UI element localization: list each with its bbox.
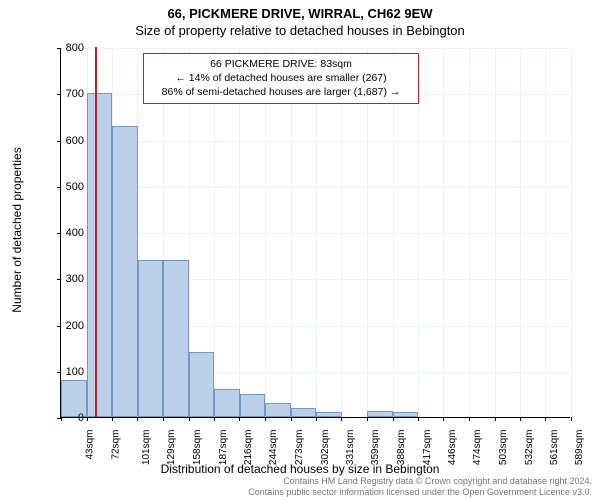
xtick-mark	[265, 417, 266, 421]
xtick-mark	[418, 417, 419, 421]
xtick-mark	[137, 417, 138, 421]
histogram-bar	[214, 389, 240, 417]
xtick-label: 187sqm	[218, 430, 229, 466]
xtick-mark	[239, 417, 240, 421]
xtick-label: 503sqm	[498, 430, 509, 466]
footer-line2: Contains public sector information licen…	[248, 487, 592, 498]
histogram-bar	[291, 408, 317, 417]
gridline-v	[571, 48, 572, 417]
histogram-bar	[138, 260, 164, 417]
ytick-label: 300	[58, 273, 84, 285]
histogram-bar	[240, 394, 266, 417]
xtick-mark	[393, 417, 394, 421]
chart-container: 66, PICKMERE DRIVE, WIRRAL, CH62 9EW Siz…	[0, 0, 600, 500]
xtick-label: 273sqm	[294, 430, 305, 466]
xtick-mark	[87, 417, 88, 421]
xtick-label: 388sqm	[396, 430, 407, 466]
footer-line1: Contains HM Land Registry data © Crown c…	[248, 476, 592, 487]
xtick-mark	[341, 417, 342, 421]
xtick-label: 331sqm	[346, 430, 357, 466]
xtick-mark	[112, 417, 113, 421]
property-marker-line	[95, 47, 97, 417]
xtick-label: 302sqm	[320, 430, 331, 466]
histogram-bar	[112, 126, 138, 417]
xtick-label: 72sqm	[110, 430, 121, 460]
ytick-label: 0	[58, 412, 84, 424]
histogram-bar	[316, 412, 342, 417]
histogram-bar	[189, 352, 215, 417]
gridline-v	[443, 48, 444, 417]
xtick-label: 216sqm	[244, 430, 255, 466]
xtick-mark	[545, 417, 546, 421]
xtick-mark	[214, 417, 215, 421]
gridline-v	[520, 48, 521, 417]
xtick-mark	[163, 417, 164, 421]
xtick-mark	[291, 417, 292, 421]
ytick-label: 700	[58, 88, 84, 100]
xtick-label: 446sqm	[448, 430, 459, 466]
gridline-v	[469, 48, 470, 417]
histogram-bar	[265, 403, 291, 417]
xtick-label: 244sqm	[268, 430, 279, 466]
chart-title-address: 66, PICKMERE DRIVE, WIRRAL, CH62 9EW	[0, 0, 600, 21]
chart-subtitle: Size of property relative to detached ho…	[0, 21, 600, 38]
footer-attribution: Contains HM Land Registry data © Crown c…	[248, 476, 592, 499]
gridline-v	[495, 48, 496, 417]
xtick-mark	[443, 417, 444, 421]
callout-box: 66 PICKMERE DRIVE: 83sqm ← 14% of detach…	[143, 53, 419, 104]
xtick-label: 589sqm	[574, 430, 585, 466]
histogram-bar	[163, 260, 189, 417]
xtick-label: 474sqm	[472, 430, 483, 466]
xtick-mark	[571, 417, 572, 421]
xtick-label: 417sqm	[422, 430, 433, 466]
xtick-mark	[469, 417, 470, 421]
xtick-mark	[367, 417, 368, 421]
xtick-mark	[520, 417, 521, 421]
callout-line-property: 66 PICKMERE DRIVE: 83sqm	[150, 57, 412, 71]
xtick-label: 532sqm	[524, 430, 535, 466]
xtick-label: 43sqm	[85, 430, 96, 460]
xtick-label: 129sqm	[166, 430, 177, 466]
xtick-label: 158sqm	[192, 430, 203, 466]
xtick-label: 561sqm	[550, 430, 561, 466]
histogram-bar	[87, 93, 113, 417]
y-axis-label: Number of detached properties	[10, 147, 24, 312]
ytick-label: 400	[58, 227, 84, 239]
callout-line-larger: 86% of semi-detached houses are larger (…	[150, 85, 412, 99]
ytick-label: 800	[58, 42, 84, 54]
xtick-label: 359sqm	[370, 430, 381, 466]
histogram-bar	[367, 411, 393, 417]
xtick-mark	[495, 417, 496, 421]
callout-line-smaller: ← 14% of detached houses are smaller (26…	[150, 71, 412, 85]
histogram-bar	[393, 412, 419, 417]
ytick-label: 100	[58, 366, 84, 378]
xtick-mark	[189, 417, 190, 421]
plot-area: 66 PICKMERE DRIVE: 83sqm ← 14% of detach…	[60, 48, 570, 418]
ytick-label: 200	[58, 320, 84, 332]
xtick-label: 101sqm	[142, 430, 153, 466]
xtick-mark	[316, 417, 317, 421]
ytick-label: 500	[58, 181, 84, 193]
gridline-v	[545, 48, 546, 417]
ytick-label: 600	[58, 135, 84, 147]
